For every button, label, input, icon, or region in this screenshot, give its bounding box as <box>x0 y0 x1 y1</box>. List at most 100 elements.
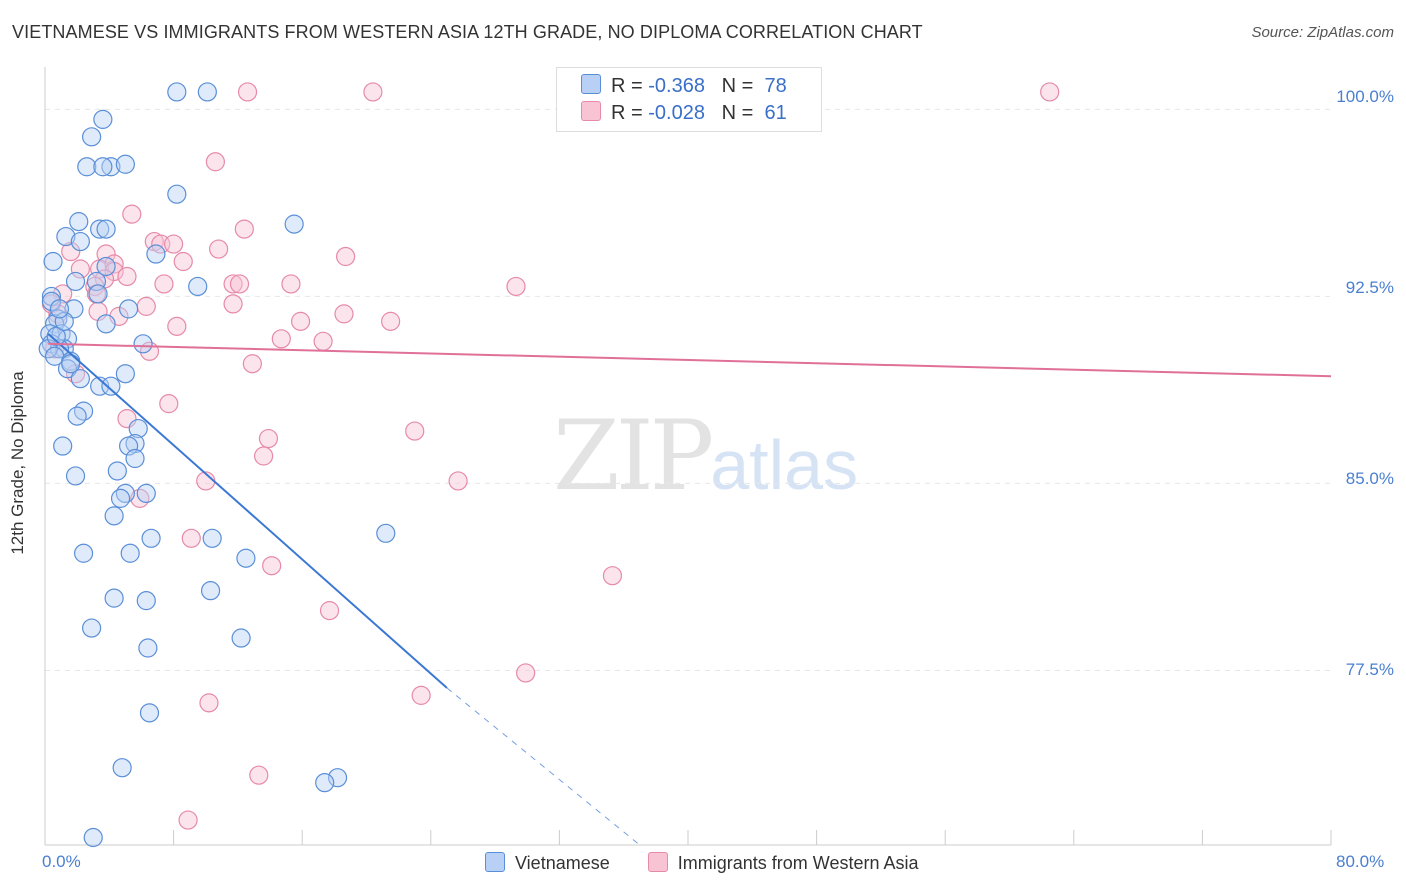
point-western-asia <box>229 274 250 294</box>
point-vietnamese <box>136 591 156 611</box>
legend-swatch-blue <box>581 74 601 94</box>
point-vietnamese <box>41 291 62 312</box>
point-vietnamese <box>167 82 187 102</box>
legend-row-western-asia: R = -0.028 N = 61 <box>581 101 787 127</box>
x-tick-label: 0.0% <box>42 852 81 871</box>
point-western-asia <box>61 241 81 262</box>
point-vietnamese <box>136 483 156 504</box>
trend-line-western-asia <box>48 342 1332 378</box>
y-tick-label: 77.5% <box>1345 660 1394 679</box>
point-western-asia <box>411 685 431 705</box>
point-vietnamese <box>93 157 113 177</box>
point-vietnamese <box>146 244 166 264</box>
point-western-asia <box>130 488 150 508</box>
point-vietnamese <box>65 271 86 292</box>
legend-label-vietnamese: Vietnamese <box>515 853 610 873</box>
point-western-asia <box>319 601 340 621</box>
y-tick-label: 100.0% <box>1336 87 1394 106</box>
point-western-asia <box>136 296 156 316</box>
point-vietnamese <box>73 401 94 421</box>
point-vietnamese <box>53 436 73 456</box>
point-vietnamese <box>101 376 121 396</box>
point-western-asia <box>249 765 269 785</box>
point-western-asia <box>1040 82 1060 102</box>
point-western-asia <box>290 311 311 331</box>
point-vietnamese <box>96 256 116 277</box>
trend-extension-vietnamese <box>446 687 641 846</box>
watermark-atlas: atlas <box>710 426 859 504</box>
point-vietnamese <box>110 488 131 508</box>
point-vietnamese <box>69 212 89 232</box>
point-vietnamese <box>49 299 70 319</box>
point-vietnamese <box>88 284 108 304</box>
legend-label-western-asia: Immigrants from Western Asia <box>677 853 919 873</box>
point-western-asia <box>159 394 179 414</box>
point-vietnamese <box>231 628 251 648</box>
point-vietnamese <box>141 528 161 548</box>
trend-lines <box>47 333 1332 846</box>
point-vietnamese <box>43 251 63 272</box>
point-vietnamese <box>125 448 145 469</box>
point-vietnamese <box>73 543 94 563</box>
point-western-asia <box>254 446 274 466</box>
y-axis-label: 12th Grade, No Diploma <box>8 371 27 555</box>
point-western-asia <box>516 663 536 683</box>
point-vietnamese <box>65 466 86 486</box>
legend-swatch-western-asia <box>647 852 668 872</box>
point-western-asia <box>506 276 526 297</box>
point-western-asia <box>122 204 142 224</box>
point-western-asia <box>173 251 193 272</box>
point-vietnamese <box>139 703 160 723</box>
legend-r-value: -0.028 <box>648 102 705 124</box>
point-western-asia <box>334 304 354 324</box>
point-vietnamese <box>133 334 153 354</box>
point-vietnamese <box>376 523 396 543</box>
series-legend: Vietnamese Immigrants from Western Asia <box>485 852 919 874</box>
point-western-asia <box>448 471 468 491</box>
legend-swatch-vietnamese <box>485 852 505 872</box>
trend-line-vietnamese <box>47 333 448 689</box>
legend-r-value: -0.368 <box>648 75 705 97</box>
point-vietnamese <box>96 314 116 334</box>
point-vietnamese <box>61 354 81 374</box>
point-western-asia <box>154 274 174 294</box>
point-western-asia <box>209 239 229 259</box>
point-western-asia <box>234 219 254 239</box>
point-western-asia <box>405 421 425 441</box>
point-western-asia <box>262 556 282 576</box>
point-western-asia <box>271 329 291 349</box>
point-vietnamese <box>90 219 110 239</box>
point-vietnamese <box>188 276 208 297</box>
point-vietnamese <box>118 436 139 456</box>
point-vietnamese <box>96 219 116 239</box>
series-western-asia <box>41 82 1060 830</box>
point-vietnamese <box>54 311 74 331</box>
series-vietnamese <box>38 82 396 848</box>
point-western-asia <box>181 528 201 548</box>
legend-r-label: R = <box>611 75 643 97</box>
point-western-asia <box>70 259 90 279</box>
point-western-asia <box>199 693 219 713</box>
point-vietnamese <box>93 109 113 129</box>
point-western-asia <box>602 566 623 586</box>
point-western-asia <box>258 428 279 449</box>
point-vietnamese <box>67 406 87 426</box>
point-western-asia <box>223 274 243 294</box>
point-western-asia <box>104 254 124 274</box>
point-vietnamese <box>167 184 187 204</box>
watermark: ZIPatlas <box>553 400 858 512</box>
point-vietnamese <box>70 369 90 389</box>
point-vietnamese <box>315 773 335 793</box>
y-tick-label: 85.0% <box>1345 469 1394 488</box>
point-vietnamese <box>107 461 127 481</box>
legend-r-label: R = <box>611 102 643 124</box>
point-vietnamese <box>104 588 124 608</box>
point-vietnamese <box>104 506 124 526</box>
point-vietnamese <box>115 364 135 384</box>
legend-n-label: N = <box>721 75 754 97</box>
point-western-asia <box>237 82 258 102</box>
point-vietnamese <box>112 758 132 778</box>
point-vietnamese <box>70 231 90 252</box>
point-western-asia <box>205 152 225 172</box>
